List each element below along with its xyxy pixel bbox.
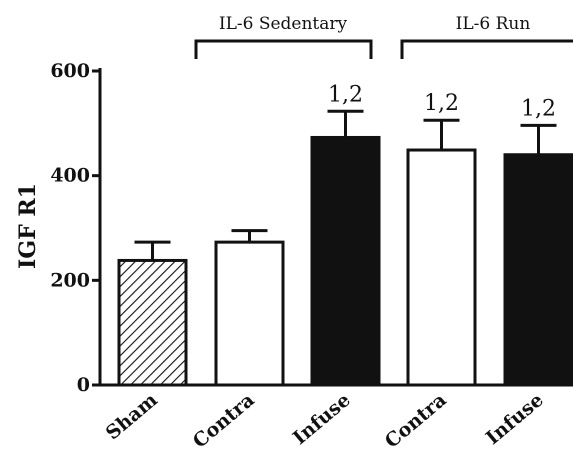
bar	[503, 153, 573, 387]
significance-label: 1,2	[328, 82, 363, 107]
y-tick-label: 200	[50, 269, 90, 291]
bar	[406, 148, 477, 387]
y-tick-label: 0	[77, 374, 90, 396]
y-axis-label: IGF R1	[15, 183, 41, 269]
y-tick-label: 400	[50, 165, 90, 187]
x-axis-category-labels: Sham Contra Infuse Contra Infuse	[102, 389, 548, 453]
significance-label: 1,2	[424, 91, 459, 116]
bar	[117, 258, 188, 387]
y-tick-label: 600	[50, 60, 90, 82]
y-axis-ticks: 0 200 400 600	[50, 60, 100, 396]
group-brackets: IL-6 Sedentary IL-6 Run	[194, 14, 573, 59]
category-label: Contra	[381, 389, 451, 453]
significance-annotations: 1,2 1,2 1,2	[328, 82, 556, 121]
bar	[214, 240, 285, 387]
group-label: IL-6 Sedentary	[219, 14, 348, 34]
error-bars	[134, 109, 557, 261]
group-bracket	[400, 39, 573, 59]
category-label: Infuse	[289, 389, 355, 449]
category-label: Infuse	[482, 389, 548, 449]
category-label: Sham	[102, 389, 162, 444]
bar	[310, 135, 381, 387]
group-bracket	[194, 39, 373, 59]
bar-series	[117, 135, 573, 387]
category-label: Contra	[189, 389, 259, 453]
group-label: IL-6 Run	[456, 14, 531, 34]
significance-label: 1,2	[521, 96, 556, 121]
